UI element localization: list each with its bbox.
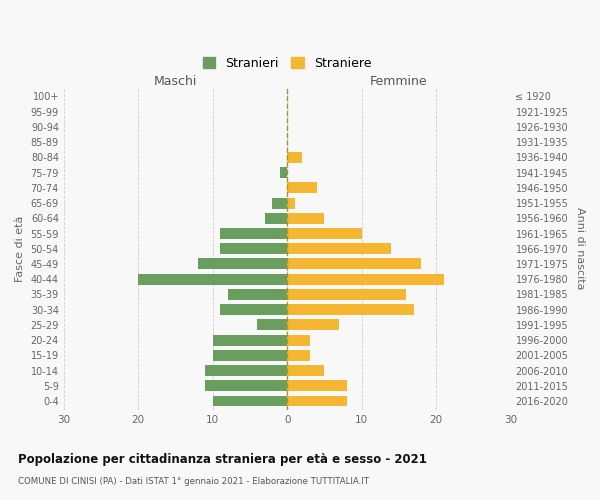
Bar: [280, 167, 287, 178]
Text: Femmine: Femmine: [370, 75, 428, 88]
Y-axis label: Fasce di età: Fasce di età: [15, 216, 25, 282]
Bar: [287, 274, 443, 284]
Bar: [227, 289, 287, 300]
Bar: [287, 334, 310, 345]
Bar: [220, 304, 287, 315]
Bar: [287, 244, 391, 254]
Bar: [287, 350, 310, 361]
Bar: [265, 213, 287, 224]
Bar: [287, 304, 414, 315]
Bar: [287, 289, 406, 300]
Bar: [287, 365, 325, 376]
Bar: [205, 380, 287, 392]
Text: Popolazione per cittadinanza straniera per età e sesso - 2021: Popolazione per cittadinanza straniera p…: [18, 452, 427, 466]
Bar: [257, 320, 287, 330]
Bar: [287, 182, 317, 194]
Text: Maschi: Maschi: [154, 75, 197, 88]
Legend: Stranieri, Straniere: Stranieri, Straniere: [198, 52, 376, 75]
Bar: [287, 152, 302, 163]
Bar: [220, 244, 287, 254]
Bar: [213, 396, 287, 406]
Text: COMUNE DI CINISI (PA) - Dati ISTAT 1° gennaio 2021 - Elaborazione TUTTITALIA.IT: COMUNE DI CINISI (PA) - Dati ISTAT 1° ge…: [18, 478, 369, 486]
Bar: [198, 258, 287, 270]
Bar: [287, 258, 421, 270]
Bar: [287, 396, 347, 406]
Bar: [287, 213, 325, 224]
Bar: [138, 274, 287, 284]
Bar: [287, 320, 340, 330]
Bar: [272, 198, 287, 208]
Bar: [213, 334, 287, 345]
Bar: [287, 198, 295, 208]
Bar: [205, 365, 287, 376]
Y-axis label: Anni di nascita: Anni di nascita: [575, 208, 585, 290]
Bar: [287, 228, 362, 239]
Bar: [287, 380, 347, 392]
Bar: [213, 350, 287, 361]
Bar: [220, 228, 287, 239]
